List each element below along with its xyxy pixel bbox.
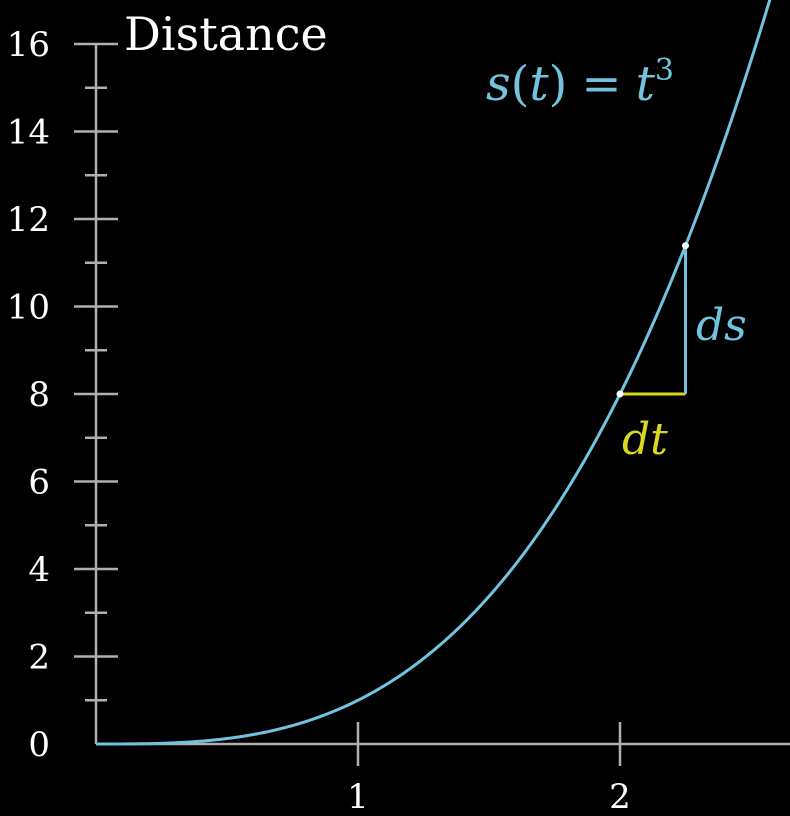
y-tick-label: 12: [7, 200, 50, 240]
curve-label-s: s: [486, 56, 511, 112]
title-background: [118, 0, 388, 60]
y-tick-label: 6: [28, 463, 50, 503]
point-end: [682, 242, 689, 250]
point-start: [616, 390, 624, 398]
curve-label-rhs: t: [636, 56, 656, 112]
y-tick-label: 8: [28, 375, 50, 415]
curve-label: s(t) = t3: [486, 53, 674, 112]
ds-label: ds: [696, 300, 747, 351]
curve-label-close: ): [549, 56, 568, 112]
y-tick-label: 4: [28, 550, 50, 590]
curve-label-eq: =: [581, 56, 621, 112]
series-line-s-of-t: [96, 0, 772, 746]
y-tick-label: 2: [28, 638, 50, 678]
y-tick-label: 16: [7, 25, 50, 65]
x-tick-label: 2: [609, 777, 631, 816]
curve-label-open: (: [511, 56, 530, 112]
curve-label-t: t: [529, 56, 549, 112]
chart-title: Distance: [124, 7, 328, 61]
axes: [74, 42, 790, 766]
x-tick-label: 1: [347, 777, 369, 816]
curve-label-exponent: 3: [655, 53, 674, 88]
y-tick-label: 14: [7, 113, 50, 153]
dt-label: dt: [622, 414, 668, 465]
y-tick-label: 10: [7, 288, 50, 328]
y-tick-label: 0: [28, 725, 50, 765]
